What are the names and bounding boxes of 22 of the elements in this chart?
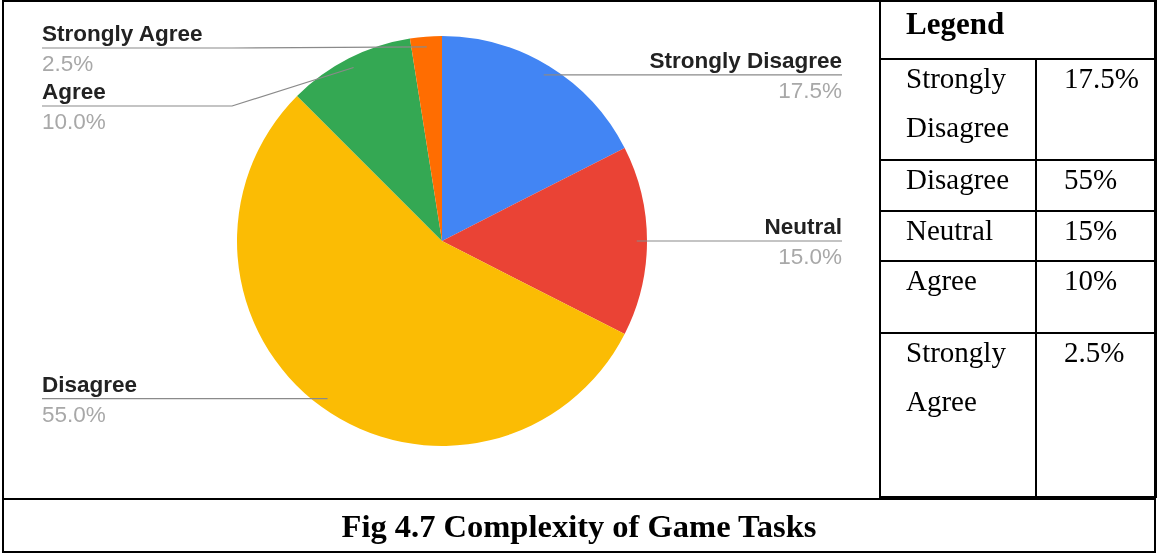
slice-label: Strongly Disagree bbox=[649, 47, 842, 73]
text: 55% bbox=[1064, 162, 1119, 197]
text: Agree bbox=[906, 263, 978, 298]
text: Strongly Disagree bbox=[906, 61, 1011, 145]
data-label: 17.5% bbox=[778, 77, 842, 103]
data-label: 15.0% bbox=[778, 244, 842, 269]
text: 17.5% bbox=[1064, 61, 1140, 96]
text: Neutral bbox=[906, 213, 994, 248]
slice-label: Strongly Agree bbox=[42, 21, 203, 46]
text: 2.5% bbox=[1064, 335, 1126, 370]
slice-label: Neutral bbox=[764, 214, 842, 239]
text: 10% bbox=[1064, 263, 1119, 298]
slice-label: Disagree bbox=[42, 371, 138, 397]
data-label: 10.0% bbox=[42, 109, 106, 134]
text: Disagree bbox=[906, 162, 1011, 197]
data-label: 2.5% bbox=[42, 51, 94, 76]
text: Fig 4.7 Complexity of Game Tasks bbox=[2, 498, 1156, 553]
data-label: 55.0% bbox=[42, 401, 106, 427]
text: 15% bbox=[1064, 213, 1119, 248]
slice-label: Agree bbox=[42, 79, 106, 104]
text: Legend bbox=[906, 5, 1006, 43]
text: Strongly Agree bbox=[906, 335, 1007, 419]
